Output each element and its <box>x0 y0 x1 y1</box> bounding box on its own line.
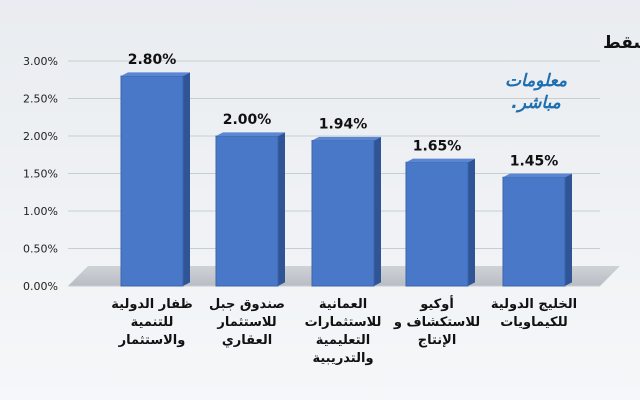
x-tick-label: للاستثمارات <box>305 315 382 330</box>
bar-top <box>121 72 190 76</box>
x-tick-label: أوكيو <box>419 295 454 312</box>
bar-side <box>183 72 190 287</box>
bar-front <box>215 135 279 287</box>
bar <box>215 132 285 287</box>
logo-line-2: مباشر. <box>511 93 561 113</box>
x-tick-label: العمانية <box>319 297 367 312</box>
x-tick-label: للكيماويات <box>500 315 568 330</box>
x-tick-label: الخليج الدولية <box>491 297 577 312</box>
logo-line-1: معلومات <box>504 71 567 91</box>
x-tick-label: والتدريبية <box>312 351 373 366</box>
bar <box>405 158 475 287</box>
x-tick-label: والاستثمار <box>118 333 186 348</box>
x-tick-label: للاستثمار <box>216 315 276 330</box>
bar <box>120 72 190 287</box>
brand-logo: معلومات مباشر. <box>496 70 576 120</box>
bar-side <box>565 173 572 286</box>
y-tick-label: 1.00% <box>23 205 58 218</box>
x-tick-label: التعليمية <box>316 333 371 348</box>
bar-side <box>278 132 285 286</box>
bar-top <box>503 173 572 178</box>
bar-side <box>468 158 475 286</box>
bar-top <box>312 136 381 141</box>
bar-front <box>405 161 469 287</box>
chart-title: أكثر 5 أسهم رابحة ببورصة مسقط <box>603 31 640 53</box>
bar-front <box>120 75 184 287</box>
y-tick-label: 0.50% <box>23 243 58 256</box>
data-label: 1.94% <box>319 117 368 133</box>
bar <box>311 136 381 287</box>
x-tick-label: للاستكشاف و <box>393 315 480 330</box>
data-label: 1.45% <box>510 153 559 169</box>
y-tick-label: 2.50% <box>23 93 58 106</box>
y-tick-label: 2.00% <box>23 130 58 143</box>
bar <box>502 173 572 287</box>
y-tick-label: 1.50% <box>23 168 58 181</box>
bar-top <box>216 132 285 136</box>
bar-front <box>502 176 566 287</box>
bar-front <box>311 140 375 287</box>
x-tick-label: صندوق جبل <box>209 297 285 312</box>
data-label: 2.80% <box>128 52 177 68</box>
x-tick-label: العقاري <box>222 333 272 348</box>
data-label: 2.00% <box>223 112 272 128</box>
bar-side <box>374 136 381 286</box>
x-tick-label: ظفار الدولية <box>111 297 193 312</box>
bar-top <box>406 158 475 163</box>
data-label: 1.65% <box>413 138 462 154</box>
y-tick-label: 0.00% <box>23 280 58 293</box>
x-tick-label: للتنمية <box>131 315 174 330</box>
y-tick-label: 3.00% <box>23 55 58 68</box>
x-tick-label: الإنتاج <box>418 333 457 348</box>
